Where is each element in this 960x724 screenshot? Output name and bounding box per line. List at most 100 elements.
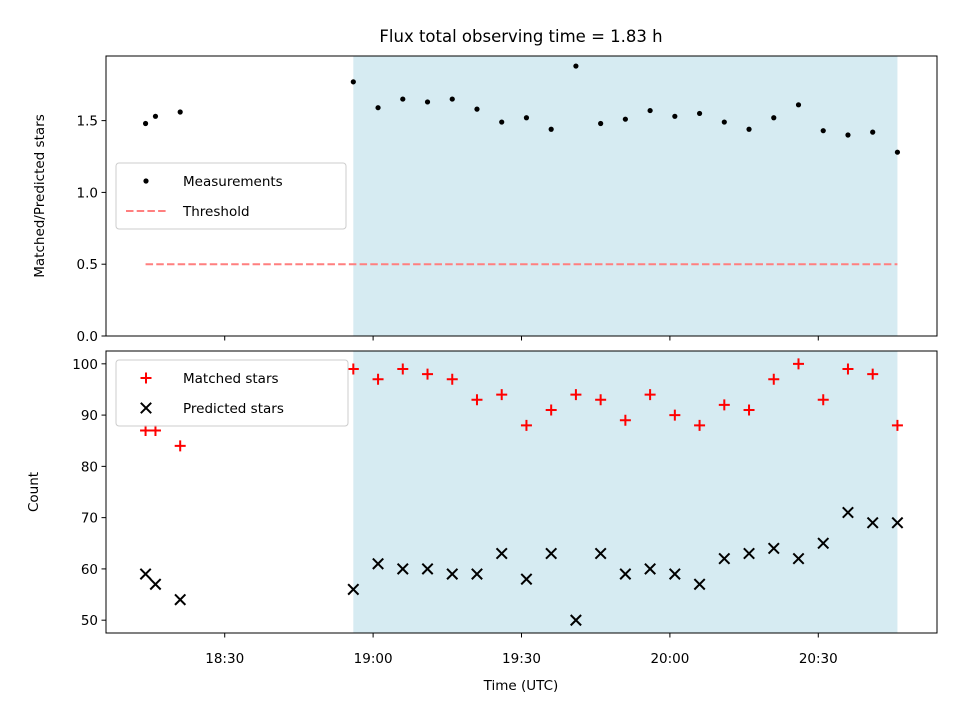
measurement-point <box>598 120 604 127</box>
measurement-point <box>622 116 628 122</box>
measurement-point <box>499 119 505 125</box>
measurement-point <box>177 109 183 115</box>
matched-star-marker <box>545 404 557 416</box>
predicted-star-marker <box>495 547 508 560</box>
count-y-axis: 50 60 70 80 90 100 <box>72 357 106 629</box>
matched-star-marker <box>149 424 161 436</box>
predicted-star-marker <box>891 516 904 529</box>
matched-star-marker <box>694 419 706 431</box>
predicted-star-marker <box>668 568 681 580</box>
predicted-star-marker <box>545 547 558 560</box>
y-tick-label: 80 <box>81 459 98 475</box>
matched-star-marker <box>520 419 532 431</box>
matched-star-marker <box>891 419 903 431</box>
x-axis-label: Time (UTC) <box>483 678 559 694</box>
matched-star-marker <box>842 363 854 375</box>
measurement-point <box>795 102 802 108</box>
measurement-point <box>820 128 826 134</box>
matched-star-marker <box>372 373 384 385</box>
matched-star-marker <box>595 394 607 406</box>
matched-star-marker <box>397 363 409 375</box>
matched-star-marker <box>496 389 508 401</box>
ratio-panel: 0.0 0.5 1.0 1.5 Matched/Predicted stars Mea… <box>32 55 938 345</box>
x-tick-label: 20:00 <box>650 651 689 667</box>
measurement-point <box>375 105 381 111</box>
ratio-x-ticks <box>224 336 819 341</box>
measurement-point <box>647 107 653 114</box>
legend-measurements-swatch <box>143 178 149 184</box>
measurement-point <box>672 113 678 119</box>
predicted-star-marker <box>693 578 706 591</box>
matched-star-marker <box>174 440 186 452</box>
measurement-point <box>400 96 406 102</box>
ratio-legend: Measurements Threshold <box>115 162 347 230</box>
measurement-point <box>548 126 554 132</box>
count-y-axis-label: Count <box>26 472 42 512</box>
count-legend: Matched stars Predicted stars <box>115 359 349 427</box>
y-tick-label: 90 <box>81 408 98 424</box>
measurement-point <box>870 129 876 135</box>
measurement-point <box>746 126 752 132</box>
predicted-star-marker <box>570 614 582 627</box>
predicted-star-marker <box>866 516 879 529</box>
chart-title: Flux total observing time = 1.83 h <box>379 27 662 46</box>
x-tick-label: 20:30 <box>799 651 838 667</box>
y-tick-label: 0.5 <box>77 257 98 273</box>
predicted-star-marker <box>842 506 854 519</box>
ratio-marks <box>142 63 901 266</box>
legend-predicted-swatch <box>140 402 152 414</box>
ratio-y-axis: 0.0 0.5 1.0 1.5 <box>77 114 106 345</box>
matched-star-marker <box>644 389 656 401</box>
measurement-point <box>474 106 480 112</box>
legend-label: Matched stars <box>183 371 279 387</box>
time-x-axis: 18:30 19:00 19:30 20:00 20:30 <box>205 633 838 667</box>
matched-star-marker <box>140 424 152 436</box>
legend-box <box>115 162 347 230</box>
predicted-star-marker <box>149 578 162 591</box>
matched-star-marker <box>768 373 780 385</box>
measurement-point <box>573 63 579 69</box>
matched-star-marker <box>619 414 631 426</box>
matched-star-marker <box>471 394 483 406</box>
matched-star-marker <box>817 394 829 406</box>
matched-star-marker <box>718 399 730 411</box>
y-tick-label: 50 <box>81 613 98 629</box>
y-tick-label: 0.0 <box>77 329 98 345</box>
observing-interval-shade-bottom <box>353 351 898 633</box>
matched-star-marker <box>743 404 755 416</box>
predicted-star-marker <box>644 563 657 575</box>
measurement-point <box>523 115 530 121</box>
predicted-star-marker <box>792 552 805 565</box>
y-tick-label: 1.5 <box>77 114 98 130</box>
legend-matched-swatch <box>140 372 152 384</box>
predicted-star-marker <box>471 568 483 580</box>
measurement-point <box>845 132 851 138</box>
matched-star-marker <box>669 409 681 421</box>
predicted-star-marker <box>718 552 731 565</box>
observing-interval-shade-top <box>353 56 898 336</box>
predicted-star-marker <box>347 583 360 596</box>
x-tick-label: 18:30 <box>205 651 244 667</box>
y-tick-label: 60 <box>81 562 98 578</box>
measurement-point <box>721 119 727 125</box>
measurement-point <box>424 99 431 105</box>
legend-box <box>115 359 349 427</box>
matched-star-marker <box>867 368 879 380</box>
predicted-star-marker <box>446 568 459 580</box>
predicted-star-marker <box>520 573 533 586</box>
y-tick-label: 70 <box>81 511 98 527</box>
measurement-point <box>142 120 149 127</box>
matched-star-marker <box>347 363 359 375</box>
predicted-star-marker <box>396 563 409 575</box>
measurement-point <box>350 79 356 85</box>
matched-star-marker <box>793 358 804 370</box>
measurement-point <box>152 113 159 119</box>
legend-label: Threshold <box>182 204 250 220</box>
predicted-star-marker <box>372 557 384 570</box>
predicted-star-marker <box>619 568 632 580</box>
ratio-y-axis-label: Matched/Predicted stars <box>32 114 48 277</box>
predicted-star-marker <box>817 537 830 550</box>
count-marks <box>139 358 904 627</box>
